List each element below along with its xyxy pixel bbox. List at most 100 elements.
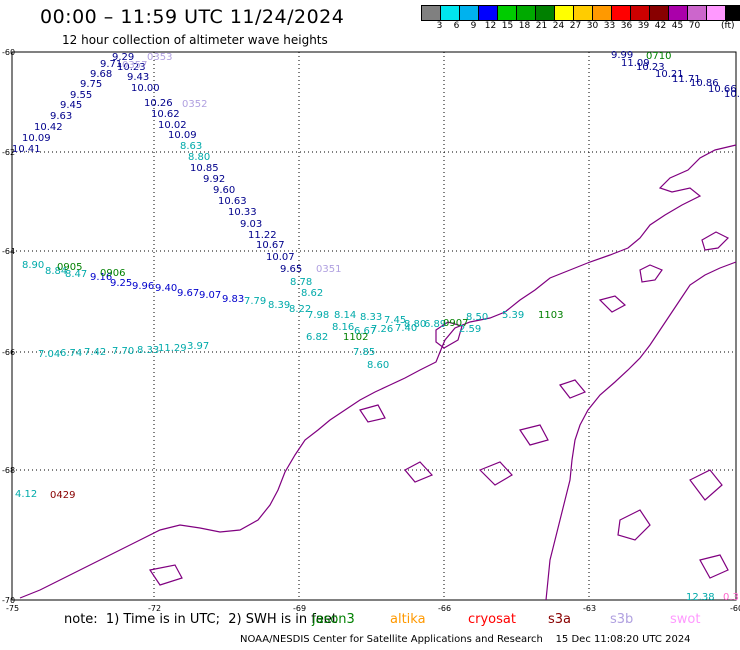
time-wave-label: 0907 [443, 318, 468, 329]
color-scale-labels: 3 6 9 12 15 18 21 24 27 30 33 36 39 42 45 70 [422, 21, 703, 31]
color-scale-label: 12 [484, 21, 497, 31]
longitude-labels: -75 -72 -69 -66 -63 -60 [6, 604, 740, 613]
time-wave-label: 0905 [57, 262, 82, 273]
cryosat-wave-label: 9.68 [90, 69, 112, 80]
color-scale-label: 30 [586, 21, 599, 31]
legend-note: note: 1) Time is in UTC; 2) SWH is in fe… [64, 612, 337, 627]
cryosat-wave-label: 10.5 [724, 89, 740, 100]
jason3-wave-label: 12.38 [686, 592, 715, 603]
jason3-wave-label: 8.22 [289, 304, 311, 315]
swot-wave-label: 0351 [316, 264, 341, 275]
cryosat-wave-label: 9.71 [100, 59, 122, 70]
latitude-label: -64 [2, 247, 15, 256]
color-scale-bar [421, 5, 740, 21]
color-scale-label: 18 [518, 21, 531, 31]
jason3-wave-label: 7.85 [353, 347, 375, 358]
legend-jason3: jason3 [312, 612, 355, 627]
cryosat-wave-label: 10.86 [690, 78, 719, 89]
cryosat-wave-label: 9.55 [70, 90, 92, 101]
jason3-wave-label: 8.90 [22, 260, 44, 271]
cryosat-wave-label: 9.92 [203, 174, 225, 185]
jason3-wave-label: 4.12 [15, 489, 37, 500]
map-frame [11, 51, 737, 601]
jason3-wave-label: 8.14 [334, 310, 356, 321]
cryosat-wave-label: 10.00 [131, 83, 160, 94]
altika-wave-label: 9.25 [110, 278, 132, 289]
cryosat-wave-label: 10.09 [168, 130, 197, 141]
cryosat-wave-label: 10.85 [190, 163, 219, 174]
cryosat-wave-label: 9.99 [611, 50, 633, 61]
cryosat-wave-label: 10.67 [256, 240, 285, 251]
legend-cryosat: cryosat [468, 612, 516, 627]
altika-wave-label: 9.16 [90, 272, 112, 283]
altika-wave-label: 9.67 [177, 288, 199, 299]
color-scale-unit: (ft) [721, 21, 735, 31]
cryosat-wave-label: 10.23 [117, 62, 146, 73]
cryosat-wave-label: 11.22 [248, 230, 277, 241]
time-wave-label: 1102 [343, 332, 368, 343]
cryosat-wave-label: 9.43 [127, 72, 149, 83]
jason3-wave-label: 8.80 [404, 319, 426, 330]
legend-altika: altika [390, 612, 426, 627]
jason3-wave-label: 7.40 [395, 323, 417, 334]
s3a-wave-label: 0429 [50, 490, 75, 501]
color-scale-label: 3 [436, 21, 443, 31]
color-scale-label: 70 [688, 21, 701, 31]
jason3-wave-label: 7.70 [112, 346, 134, 357]
time-wave-label: 0906 [100, 268, 125, 279]
jason3-wave-label: 8.63 [180, 141, 202, 152]
jason3-wave-label: 8.78 [290, 277, 312, 288]
jason3-wave-label: 8.39 [268, 300, 290, 311]
swot-wave-label: 0357 [122, 60, 147, 71]
cryosat-wave-label: 9.75 [80, 79, 102, 90]
jason3-wave-label: 6.74 [60, 348, 82, 359]
jason3-wave-label: 11.29 [158, 343, 187, 354]
altika-wave-label: 9.07 [199, 290, 221, 301]
latitude-label: -68 [2, 466, 15, 475]
jason3-wave-label: 8.33 [360, 312, 382, 323]
latitude-labels: -60 -62 -64 -66 -68 -70 [2, 48, 15, 605]
color-scale-label: 24 [552, 21, 565, 31]
latitude-label: -60 [2, 48, 15, 57]
map-title: 00:00 – 11:59 UTC 11/24/2024 [40, 6, 345, 28]
legend-s3a: s3a [548, 612, 572, 627]
jason3-wave-label: 8.80 [188, 152, 210, 163]
jason3-wave-label: 8.50 [466, 312, 488, 323]
jason3-wave-label: 8.33 [137, 345, 159, 356]
cryosat-wave-label: 11.71 [672, 74, 701, 85]
color-scale-label: 9 [470, 21, 477, 31]
jason3-wave-label: 7.26 [371, 324, 393, 335]
cryosat-wave-label: 10.23 [636, 62, 665, 73]
color-scale-label: 27 [569, 21, 582, 31]
jason3-wave-label: 6.82 [306, 332, 328, 343]
latitude-label: -62 [2, 148, 15, 157]
color-scale-label: 33 [603, 21, 616, 31]
color-scale-label: 42 [654, 21, 667, 31]
graticule [12, 52, 736, 600]
legend-swot: swot [670, 612, 701, 627]
cryosat-wave-label: 10.63 [218, 196, 247, 207]
longitude-label: -66 [438, 604, 451, 613]
jason3-wave-label: 7.42 [84, 347, 106, 358]
cryosat-wave-label: 9.03 [240, 219, 262, 230]
swot-wave-label: 0353 [147, 52, 172, 63]
cryosat-wave-label: 10.33 [228, 207, 257, 218]
cryosat-wave-label: 10.42 [34, 122, 63, 133]
cryosat-wave-label: 9.60 [213, 185, 235, 196]
altimeter-track-labels: 9.299.719.689.759.559.459.6310.4210.0910… [12, 50, 740, 603]
cryosat-wave-label: 9.65 [280, 264, 302, 275]
jason3-wave-label: 8.16 [332, 322, 354, 333]
jason3-wave-label: 7.98 [307, 310, 329, 321]
time-wave-label: 1103 [538, 310, 563, 321]
cryosat-wave-label: 9.45 [60, 100, 82, 111]
jason3-wave-label: 7.04 [38, 349, 60, 360]
color-scale-label: 45 [671, 21, 684, 31]
jason3-wave-label: 7.79 [244, 296, 266, 307]
s3b-wave-label: 0.3 [723, 592, 739, 603]
cryosat-wave-label: 10.07 [266, 252, 295, 263]
longitude-label: -60 [730, 604, 740, 613]
cryosat-wave-label: 9.29 [112, 52, 134, 63]
cryosat-wave-label: 10.26 [144, 98, 173, 109]
jason3-wave-label: 3.97 [187, 341, 209, 352]
jason3-wave-label: 8.84 [45, 266, 67, 277]
